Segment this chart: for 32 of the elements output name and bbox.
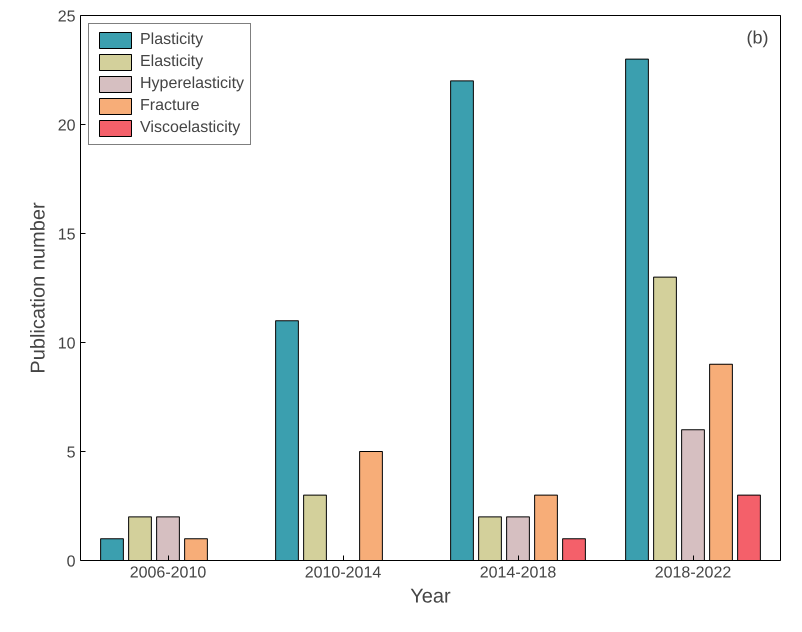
- y-tick-label: 10: [58, 336, 76, 352]
- y-tick-label: 15: [58, 226, 76, 244]
- x-tick-label: 2014-2018: [480, 564, 556, 582]
- bar: [303, 494, 327, 560]
- bar: [534, 494, 558, 560]
- y-tick-label: 0: [66, 554, 76, 570]
- legend-label: Viscoelasticity: [140, 119, 240, 137]
- annotation: (b): [746, 28, 768, 48]
- bar: [100, 538, 124, 560]
- legend-label: Plasticity: [140, 31, 204, 49]
- bar: [359, 451, 383, 560]
- bar: [275, 320, 299, 560]
- x-tick-label: 2006-2010: [130, 564, 206, 582]
- y-tick-label: 20: [58, 118, 76, 134]
- y-tick-label: 5: [66, 444, 76, 462]
- bar: [184, 538, 208, 560]
- y-tick-label: 25: [58, 8, 76, 26]
- bar: [562, 538, 586, 560]
- legend-label: Fracture: [140, 97, 200, 115]
- x-axis-title: Year: [410, 586, 452, 608]
- bar: [450, 80, 474, 560]
- bar: [625, 58, 649, 560]
- legend-label: Elasticity: [140, 53, 204, 71]
- legend-label: Hyperelasticity: [140, 75, 244, 93]
- bar: [737, 494, 761, 560]
- bar: [478, 516, 502, 560]
- x-tick-label: 2010-2014: [304, 564, 382, 582]
- bar: [709, 364, 733, 560]
- y-axis-title: Publication number: [28, 202, 50, 374]
- x-tick-label: 2018-2022: [654, 564, 732, 582]
- bar: [128, 516, 152, 560]
- bar: [653, 276, 677, 560]
